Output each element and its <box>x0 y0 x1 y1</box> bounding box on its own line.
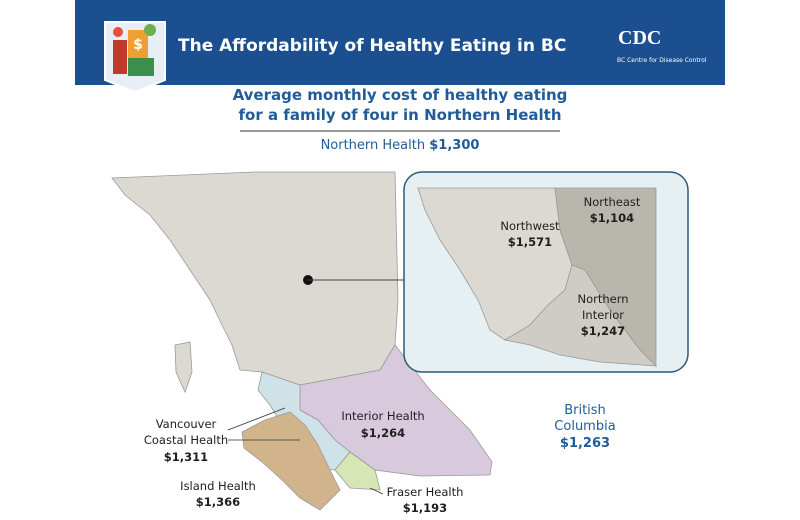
region-value: $1,264 <box>361 426 405 440</box>
region-value: $1,311 <box>164 450 208 464</box>
svg-text:CDC: CDC <box>618 27 661 49</box>
region-name: Fraser Health <box>387 485 464 499</box>
coast-islands <box>174 341 193 394</box>
island-health <box>241 411 341 511</box>
subtitle-line: for a family of four in Northern Health <box>239 106 562 124</box>
inset-value: $1,247 <box>581 324 625 338</box>
inset-name: Northwest <box>500 219 560 233</box>
region-name: Interior Health <box>341 409 424 423</box>
province-name: Columbia <box>554 419 615 434</box>
inset-value: $1,104 <box>590 211 634 225</box>
summary-value: $1,300 <box>429 138 479 153</box>
inset-name: Northeast <box>584 195 641 209</box>
header-title: The Affordability of Healthy Eating in B… <box>178 36 566 56</box>
leader-line <box>369 487 384 495</box>
grocery-icon: $ <box>104 21 166 94</box>
region-name: Coastal Health <box>144 433 228 447</box>
northern-health <box>111 171 399 386</box>
summary-label: Northern Health <box>321 138 426 153</box>
inset-value: $1,571 <box>508 235 552 249</box>
inset-name: Interior <box>582 308 624 322</box>
inset <box>403 171 689 373</box>
header-band <box>75 0 725 85</box>
svg-text:$: $ <box>133 37 143 53</box>
fraser-health <box>334 451 381 491</box>
summary: Northern Health $1,300 <box>321 138 480 153</box>
province-value: $1,263 <box>560 436 610 451</box>
map <box>111 171 493 511</box>
region-name: Island Health <box>180 479 256 493</box>
logo-text: BC Centre for Disease Control <box>617 57 707 64</box>
region-name: Vancouver <box>156 417 217 431</box>
region-value: $1,366 <box>196 495 240 509</box>
province-name: British <box>564 403 606 418</box>
region-value: $1,193 <box>403 501 447 515</box>
inset-name: Northern <box>577 292 628 306</box>
logo: CDC BC Centre for Disease Control <box>617 27 707 64</box>
leader-line <box>227 407 286 431</box>
northern-interior <box>503 264 658 367</box>
subtitle-line: Average monthly cost of healthy eating <box>233 86 568 104</box>
